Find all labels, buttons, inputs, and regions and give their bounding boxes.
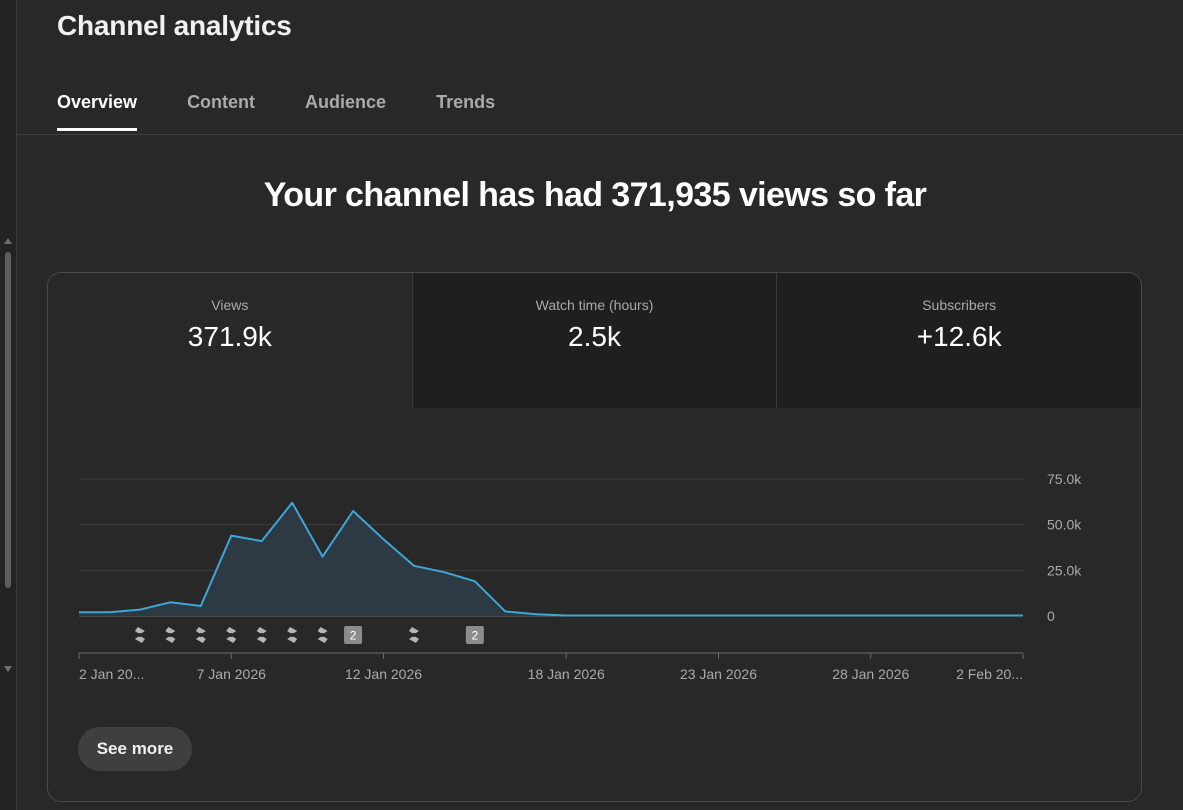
tab-overview[interactable]: Overview — [57, 92, 138, 131]
shorts-icon — [134, 627, 145, 643]
metric-tabs: Views 371.9k Watch time (hours) 2.5k Sub… — [48, 273, 1141, 408]
metrics-card: Views 371.9k Watch time (hours) 2.5k Sub… — [47, 272, 1142, 802]
y-tick-label: 25.0k — [1047, 562, 1082, 578]
y-tick-label: 75.0k — [1047, 471, 1082, 487]
x-tick-label: 12 Jan 2026 — [345, 666, 422, 682]
y-tick-label: 0 — [1047, 608, 1055, 624]
shorts-icon — [408, 627, 419, 643]
x-tick-label: 2 Jan 20... — [79, 666, 144, 682]
metric-tab-views[interactable]: Views 371.9k — [48, 273, 412, 408]
metric-label: Watch time (hours) — [535, 297, 654, 313]
shorts-icon — [256, 627, 267, 643]
views-chart[interactable]: 75.0k 50.0k 25.0k 0 2 2 2 Jan 20... 7 Jan 2026 1… — [48, 273, 1141, 713]
scroll-up-arrow-icon[interactable] — [4, 238, 12, 244]
vertical-scrollbar[interactable] — [0, 0, 17, 810]
shorts-icon — [287, 627, 298, 643]
shorts-icon — [195, 627, 206, 643]
x-tick-label: 2 Feb 20... — [956, 666, 1023, 682]
see-more-button[interactable]: See more — [78, 727, 192, 771]
tab-bar: Overview Content Audience Trends — [57, 92, 545, 131]
x-tick-label: 18 Jan 2026 — [528, 666, 605, 682]
upload-count-label: 2 — [350, 629, 357, 643]
upload-count-label: 2 — [472, 629, 479, 643]
x-tick-label: 28 Jan 2026 — [832, 666, 909, 682]
scroll-down-arrow-icon[interactable] — [4, 666, 12, 672]
metric-label: Subscribers — [922, 297, 997, 313]
tab-audience[interactable]: Audience — [305, 92, 387, 112]
upload-count-badge — [344, 626, 363, 644]
metric-tab-subscribers[interactable]: Subscribers +12.6k — [776, 273, 1141, 408]
metric-tab-watch-time[interactable]: Watch time (hours) 2.5k — [411, 273, 777, 408]
tab-trends[interactable]: Trends — [436, 92, 496, 112]
scrollbar-thumb[interactable] — [5, 252, 11, 588]
views-area — [79, 502, 1023, 616]
page-title: Channel analytics — [57, 10, 292, 41]
tab-content[interactable]: Content — [187, 92, 256, 112]
metric-value: +12.6k — [916, 321, 1002, 352]
views-line — [79, 501, 1023, 617]
tabs-divider — [17, 134, 1183, 135]
shorts-icon — [317, 627, 328, 643]
metric-value: 371.9k — [187, 321, 272, 352]
metric-value: 2.5k — [568, 321, 621, 352]
upload-count-badge — [465, 626, 484, 644]
shorts-icon — [165, 627, 176, 643]
views-headline: Your channel has had 371,935 views so fa… — [263, 176, 927, 214]
metric-label: Views — [211, 297, 249, 313]
y-tick-label: 50.0k — [1047, 517, 1082, 533]
x-tick-label: 23 Jan 2026 — [680, 666, 757, 682]
x-tick-label: 7 Jan 2026 — [197, 666, 266, 682]
shorts-icon — [226, 627, 237, 643]
